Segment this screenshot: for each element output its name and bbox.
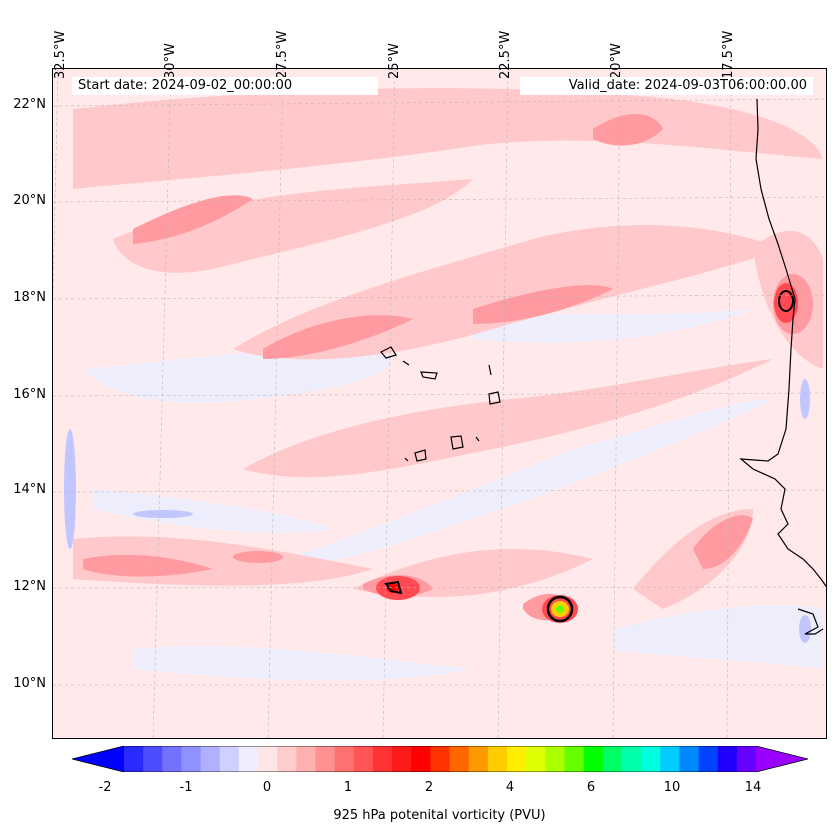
valid-date-label: Valid_date: 2024-09-03T06:00:00.00 [520,77,813,95]
colorbar-cell [641,746,661,772]
lon-label: 25°W [387,43,402,79]
lon-label: 22.5°W [498,30,513,79]
pv-max-cores [384,290,794,623]
colorbar-tick-label: 0 [262,780,272,795]
colorbar-cell [602,746,623,772]
colorbar-cell [736,746,757,772]
colorbar-cell [449,746,470,772]
colorbar-cell [698,746,719,772]
colorbar-cell [124,746,144,772]
coastline-west-africa-islands [797,608,824,635]
lon-label: 32.5°W [53,30,68,79]
colorbar-cell [545,746,565,772]
colorbar-tick-label: 4 [505,780,515,795]
colorbar-cell [660,746,680,772]
colorbar-cell [564,746,585,772]
colorbar-cell [334,746,355,772]
colorbar-cell [468,746,489,772]
lon-label: 20°W [609,43,624,79]
lat-label: 22°N [13,97,46,112]
colorbar-cell [143,746,163,772]
lat-label: 12°N [13,579,46,594]
colorbar-cell [277,746,297,772]
colorbar-cell [258,746,278,772]
colorbar-cell [507,746,527,772]
colorbar-cell [296,746,317,772]
africa-coastline [739,98,826,588]
colorbar-cell [679,746,700,772]
colorbar-tick-label: -1 [179,780,193,795]
colorbar-tick-label: 14 [744,780,762,795]
colorbar-tick-label: 1 [343,780,353,795]
lat-label: 10°N [13,676,46,691]
colorbar-cell [238,746,259,772]
negative-pv-bands [83,309,823,681]
lat-label: 20°N [13,193,46,208]
pv-contour-map [53,69,826,738]
colorbar-cell [315,746,336,772]
lon-label: 17.5°W [721,30,736,79]
graticule [53,69,826,738]
map-panel [52,68,827,739]
colorbar-cell [717,746,738,772]
colorbar-cell [411,746,431,772]
colorbar-cell [526,746,546,772]
colorbar-cell [219,746,240,772]
colorbar-tick-label: 2 [424,780,434,795]
lon-label: 30°W [163,43,178,79]
colorbar-cell [353,746,374,772]
colorbar-tick-label: -2 [98,780,112,795]
colorbar-cell [487,746,508,772]
colorbar-cell [200,746,221,772]
start-date-label: Start date: 2024-09-02_00:00:00 [72,77,378,95]
colorbar-extend-min [72,746,124,772]
colorbar [72,746,808,772]
colorbar-cell [430,746,451,772]
cape-verde-islands [380,346,501,462]
colorbar-cell [162,746,182,772]
colorbar-cell [372,746,393,772]
lat-label: 16°N [13,387,46,402]
blue-minima [64,379,811,643]
lat-label: 18°N [13,290,46,305]
colorbar-tick-label: 10 [663,780,681,795]
colorbar-cell [181,746,202,772]
colorbar-cell [621,746,642,772]
colorbar-extend-max [756,746,808,772]
colorbar-tick-label: 6 [586,780,596,795]
colorbar-cell [583,746,604,772]
lon-label: 27.5°W [275,30,290,79]
colorbar-cell [392,746,412,772]
colorbar-label: 925 hPa potenital vorticity (PVU) [333,808,546,823]
lat-label: 14°N [13,482,46,497]
